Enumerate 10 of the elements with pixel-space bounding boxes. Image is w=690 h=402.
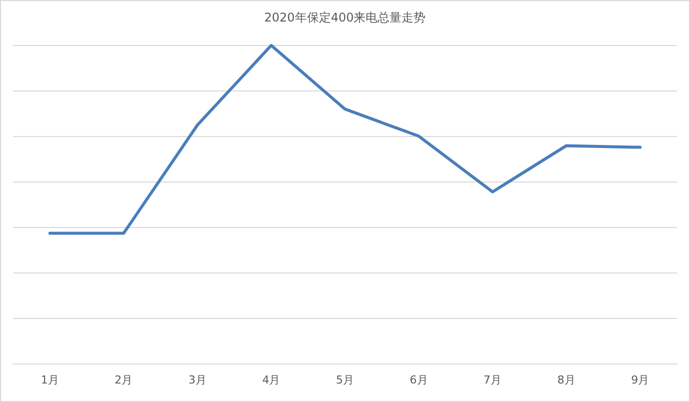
x-tick-label: 6月 <box>410 373 428 386</box>
x-tick-label: 7月 <box>484 373 502 386</box>
x-tick-label: 4月 <box>262 373 280 386</box>
x-tick-label: 3月 <box>188 373 206 386</box>
x-tick-label: 2月 <box>114 373 133 386</box>
x-tick-label: 9月 <box>631 373 650 386</box>
chart-title: 2020年保定400来电总量走势 <box>264 10 426 24</box>
x-tick-label: 5月 <box>336 373 354 386</box>
x-tick-label: 8月 <box>557 373 576 386</box>
x-tick-label: 1月 <box>40 373 59 386</box>
